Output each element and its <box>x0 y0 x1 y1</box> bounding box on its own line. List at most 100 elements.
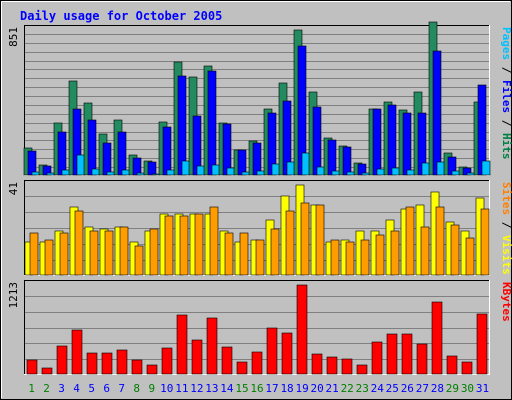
bar-sites-day-6 <box>104 230 114 276</box>
bar-sites-day-18 <box>285 210 295 276</box>
bar-files-day-26 <box>402 112 412 176</box>
bar-kbytes-day-23 <box>356 364 368 375</box>
x-label-day-29: 29 <box>446 382 459 395</box>
bar-sites-day-21 <box>330 239 340 276</box>
bar-files-day-21 <box>327 139 337 176</box>
x-label-day-22: 22 <box>341 382 354 395</box>
x-label-day-4: 4 <box>73 382 80 395</box>
bar-files-day-8 <box>132 157 142 176</box>
bar-kbytes-day-26 <box>401 333 413 375</box>
bar-sites-day-22 <box>345 241 355 276</box>
bar-pages-day-31 <box>481 160 491 176</box>
bar-kbytes-day-5 <box>86 352 98 375</box>
x-label-day-19: 19 <box>295 382 308 395</box>
bar-sites-day-7 <box>119 226 129 276</box>
legend-item: / <box>500 113 512 133</box>
legend-item: Files <box>500 80 512 113</box>
bar-sites-day-1 <box>29 232 39 276</box>
bar-kbytes-day-7 <box>116 349 128 375</box>
bar-files-day-10 <box>162 126 172 176</box>
x-label-day-17: 17 <box>265 382 278 395</box>
x-label-day-10: 10 <box>160 382 173 395</box>
bar-sites-day-10 <box>164 215 174 276</box>
bar-files-day-3 <box>57 131 67 176</box>
x-label-day-8: 8 <box>133 382 140 395</box>
x-label-day-15: 15 <box>235 382 248 395</box>
x-label-day-9: 9 <box>148 382 155 395</box>
bar-kbytes-day-16 <box>251 351 263 375</box>
bar-sites-day-12 <box>194 213 204 276</box>
x-label-day-31: 31 <box>476 382 489 395</box>
bar-sites-day-11 <box>179 215 189 276</box>
x-label-day-6: 6 <box>103 382 110 395</box>
y-max-label: 851 <box>7 27 20 47</box>
x-label-day-26: 26 <box>401 382 414 395</box>
bar-kbytes-day-30 <box>461 361 473 375</box>
bar-files-day-6 <box>102 142 112 176</box>
bar-kbytes-day-15 <box>236 361 248 375</box>
bar-sites-day-13 <box>209 206 219 276</box>
bar-kbytes-day-6 <box>101 352 113 375</box>
legend-item: Pages <box>500 27 512 60</box>
bar-sites-day-14 <box>224 232 234 276</box>
chart-title: Daily usage for October 2005 <box>20 9 222 23</box>
bar-sites-day-5 <box>89 230 99 276</box>
bar-sites-day-2 <box>44 239 54 276</box>
bar-sites-day-28 <box>435 206 445 276</box>
bar-files-day-24 <box>372 108 382 176</box>
bar-files-day-22 <box>342 146 352 176</box>
x-label-day-13: 13 <box>205 382 218 395</box>
bar-files-day-16 <box>252 142 262 176</box>
bar-kbytes-day-2 <box>41 367 53 375</box>
chart-panels: 851 Pages / Files / Hits 41 Sites / Visits 1… <box>7 21 512 375</box>
bar-kbytes-day-20 <box>311 353 323 375</box>
x-label-day-20: 20 <box>311 382 324 395</box>
x-label-day-27: 27 <box>416 382 429 395</box>
x-label-day-1: 1 <box>28 382 35 395</box>
bar-files-day-7 <box>117 131 127 176</box>
legend-item: / <box>500 215 512 235</box>
bar-files-day-15 <box>237 149 247 176</box>
legend-item: Sites <box>500 182 512 215</box>
bar-sites-day-31 <box>480 208 490 276</box>
bar-sites-day-27 <box>420 226 430 276</box>
bar-kbytes-day-21 <box>326 356 338 375</box>
y-max-label: 1213 <box>7 282 20 309</box>
bar-files-day-25 <box>387 104 397 176</box>
bar-sites-day-15 <box>239 232 249 276</box>
bar-kbytes-day-14 <box>221 346 233 375</box>
panel-sites-visits: 41 Sites / Visits <box>7 180 512 276</box>
legend-item: Hits <box>500 133 512 160</box>
bar-kbytes-day-11 <box>176 314 188 375</box>
x-label-day-3: 3 <box>58 382 65 395</box>
legend-item: / <box>500 60 512 80</box>
bar-sites-day-9 <box>149 228 159 276</box>
bar-sites-day-8 <box>134 245 144 276</box>
bar-sites-day-4 <box>74 210 84 276</box>
x-label-day-5: 5 <box>88 382 95 395</box>
bar-kbytes-day-4 <box>71 329 83 375</box>
bar-kbytes-day-12 <box>191 339 203 375</box>
x-label-day-16: 16 <box>250 382 263 395</box>
legend-item: KBytes <box>500 282 512 322</box>
bar-files-day-20 <box>312 106 322 176</box>
bar-sites-day-3 <box>59 232 69 276</box>
bar-kbytes-day-22 <box>341 358 353 375</box>
x-label-day-24: 24 <box>371 382 385 395</box>
x-axis-labels: 1 2 3 4 5 6 7 8 9 10 11 12 13 14 15 16 17 18 19 20 21 22 23 24 2… <box>28 382 489 395</box>
bars-sites-visits <box>24 184 490 276</box>
bar-sites-day-29 <box>450 224 460 276</box>
bar-sites-day-26 <box>405 206 415 276</box>
bar-files-day-28 <box>432 50 442 176</box>
x-label-day-21: 21 <box>326 382 339 395</box>
panel-kbytes: 1213 KBytes <box>7 280 512 375</box>
bar-kbytes-day-24 <box>371 341 383 375</box>
bar-kbytes-day-3 <box>56 345 68 375</box>
bar-kbytes-day-8 <box>131 359 143 375</box>
bars-pages-files-hits <box>23 21 491 176</box>
bar-sites-day-24 <box>375 234 385 276</box>
panel-pages-files-hits: 851 Pages / Files / Hits <box>7 21 512 176</box>
bar-kbytes-day-13 <box>206 317 218 375</box>
legend-pages-files-hits: Pages / Files / Hits <box>500 27 512 160</box>
bar-sites-day-19 <box>300 202 310 276</box>
